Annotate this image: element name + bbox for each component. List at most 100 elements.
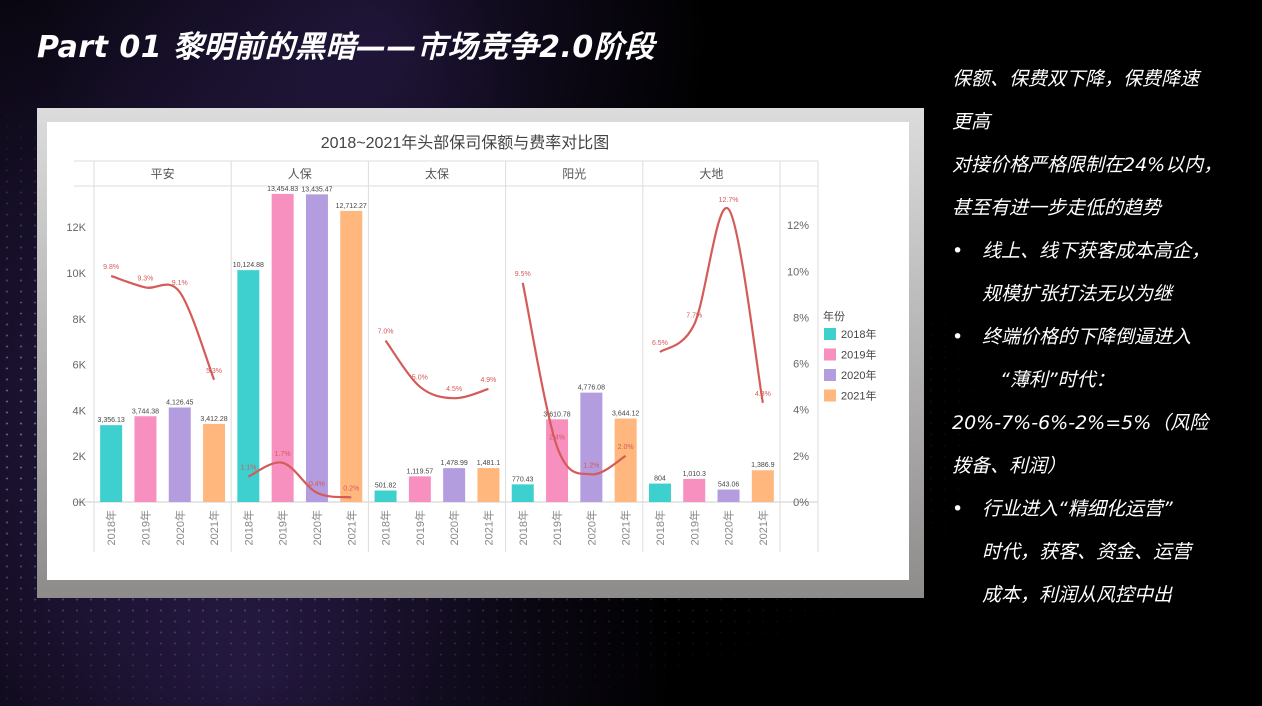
bullet-text: 成本，利润从风控中出	[982, 584, 1173, 606]
chart-card: 2018~2021年头部保司保额与费率对比图 0K 2K 4K 6K 8K 10K 12K 0…	[47, 122, 909, 580]
x-tick-label: 2021年	[619, 510, 633, 545]
legend-swatch	[824, 348, 836, 361]
group-header-label: 大地	[699, 167, 723, 181]
bar	[237, 270, 260, 502]
rate-value-label: 2.4%	[549, 435, 565, 442]
bar	[580, 392, 603, 502]
bar-value-label: 770.43	[512, 476, 534, 483]
bar-value-label: 804	[654, 476, 666, 483]
x-tick-label: 2020年	[584, 510, 598, 545]
rate-value-label: 9.1%	[172, 280, 188, 287]
x-tick-label: 2019年	[138, 510, 152, 545]
bar-value-label: 3,412.28	[200, 416, 227, 423]
rate-line	[247, 461, 352, 499]
bar-value-label: 4,776.08	[578, 385, 605, 392]
bullet-text: 行业进入“精细化运营”	[982, 498, 1173, 520]
legend-swatch	[824, 369, 836, 381]
bar-value-label: 1,119.57	[406, 468, 433, 475]
bar	[546, 419, 569, 502]
x-tick-label: 2021年	[344, 510, 358, 545]
bar-value-label: 3,356.13	[98, 417, 125, 424]
bullet-item: • 终端价格的下降倒逼进入	[952, 316, 1252, 359]
rate-value-label: 1.1%	[240, 465, 256, 472]
x-tick-label: 2021年	[207, 510, 221, 545]
rate-value-label: 12.7%	[719, 197, 739, 204]
x-tick-label: 2021年	[481, 510, 495, 545]
rate-value-label: 7.0%	[378, 329, 394, 336]
x-tick-label: 2019年	[550, 510, 564, 545]
group-header-label: 阳光	[562, 167, 586, 181]
x-tick-label: 2019年	[413, 510, 427, 545]
bar	[203, 423, 226, 502]
group-header-label: 人保	[288, 167, 312, 181]
y-left-tick-label: 2K	[73, 451, 87, 463]
x-tick-label: 2020年	[173, 510, 187, 545]
y-right-tick-label: 8%	[793, 312, 809, 324]
rate-value-label: 1.2%	[583, 462, 599, 469]
bar-value-label: 4,126.45	[166, 400, 193, 407]
point-line: 拨备、利润）	[952, 455, 1067, 477]
bar	[100, 425, 123, 502]
x-tick-label: 2018年	[241, 510, 255, 545]
rate-value-label: 4.3%	[755, 391, 771, 398]
bar-value-label: 13,454.83	[267, 186, 298, 193]
y-right-tick-label: 12%	[787, 220, 809, 232]
y-right-tick-label: 6%	[793, 359, 809, 371]
point-line: 对接价格严格限制在24%以内，	[952, 154, 1223, 176]
rate-line	[110, 274, 216, 381]
bullet-item: • 行业进入“精细化运营”	[952, 488, 1252, 531]
x-tick-label: 2019年	[687, 510, 701, 545]
legend-label: 2020年	[841, 368, 876, 382]
rate-line	[659, 206, 764, 404]
rate-value-label: 2.0%	[618, 444, 634, 451]
bar-value-label: 12,712.27	[336, 203, 367, 210]
group-header-label: 平安	[151, 166, 175, 181]
bar-value-label: 10,124.88	[233, 262, 264, 269]
rate-value-label: 9.3%	[137, 275, 153, 282]
bar	[305, 194, 328, 502]
bar-value-label: 1,481.1	[477, 460, 500, 467]
rate-value-label: 1.7%	[275, 451, 291, 458]
x-tick-label: 2018年	[516, 510, 530, 545]
y-right-tick-label: 4%	[793, 405, 809, 417]
y-left-tick-label: 12K	[66, 222, 86, 234]
bar-value-label: 501.82	[375, 483, 397, 490]
x-tick-label: 2020年	[447, 510, 461, 545]
legend-label: 2018年	[841, 327, 876, 341]
bullet-text: 时代，获客、资金、运营	[982, 541, 1192, 563]
rate-value-label: 9.8%	[103, 264, 119, 271]
bar	[614, 418, 637, 502]
bar-value-label: 543.06	[718, 482, 740, 489]
bar-value-label: 3,744.38	[132, 408, 159, 415]
x-tick-label: 2021年	[756, 510, 770, 545]
legend-title: 年份	[823, 309, 845, 323]
rate-value-label: 4.9%	[480, 377, 496, 384]
legend-label: 2019年	[841, 348, 876, 362]
y-left-tick-label: 8K	[73, 314, 87, 326]
commentary: 保额、保费双下降，保费降速 更高 对接价格严格限制在24%以内， 甚至有进一步走…	[952, 58, 1252, 617]
y-left-tick-label: 10K	[66, 268, 86, 280]
bar	[408, 476, 431, 502]
x-tick-label: 2019年	[276, 510, 290, 545]
x-tick-label: 2020年	[722, 510, 736, 545]
bar	[443, 468, 466, 502]
rate-value-label: 9.5%	[515, 271, 531, 278]
bar-value-label: 1,010.3	[683, 471, 706, 478]
chart-title: 2018~2021年头部保司保额与费率对比图	[321, 134, 610, 152]
bullet-dot: •	[952, 498, 964, 520]
x-tick-label: 2020年	[310, 510, 324, 545]
bar-value-label: 1,478.99	[441, 460, 468, 467]
bar	[511, 484, 534, 502]
bar	[271, 193, 294, 502]
rate-value-label: 7.7%	[686, 312, 702, 319]
bullet-item: • 线上、线下获客成本高企，	[952, 230, 1252, 273]
rate-value-label: 5.0%	[412, 375, 428, 382]
bar-value-label: 3,610.78	[543, 411, 570, 418]
y-right-tick-label: 0%	[793, 497, 809, 509]
x-tick-label: 2018年	[379, 510, 393, 545]
bar-value-label: 3,644.12	[612, 411, 639, 418]
legend-swatch	[824, 328, 836, 340]
bar	[648, 483, 671, 502]
bar	[751, 470, 774, 502]
bullet-text: 线上、线下获客成本高企，	[982, 240, 1211, 262]
